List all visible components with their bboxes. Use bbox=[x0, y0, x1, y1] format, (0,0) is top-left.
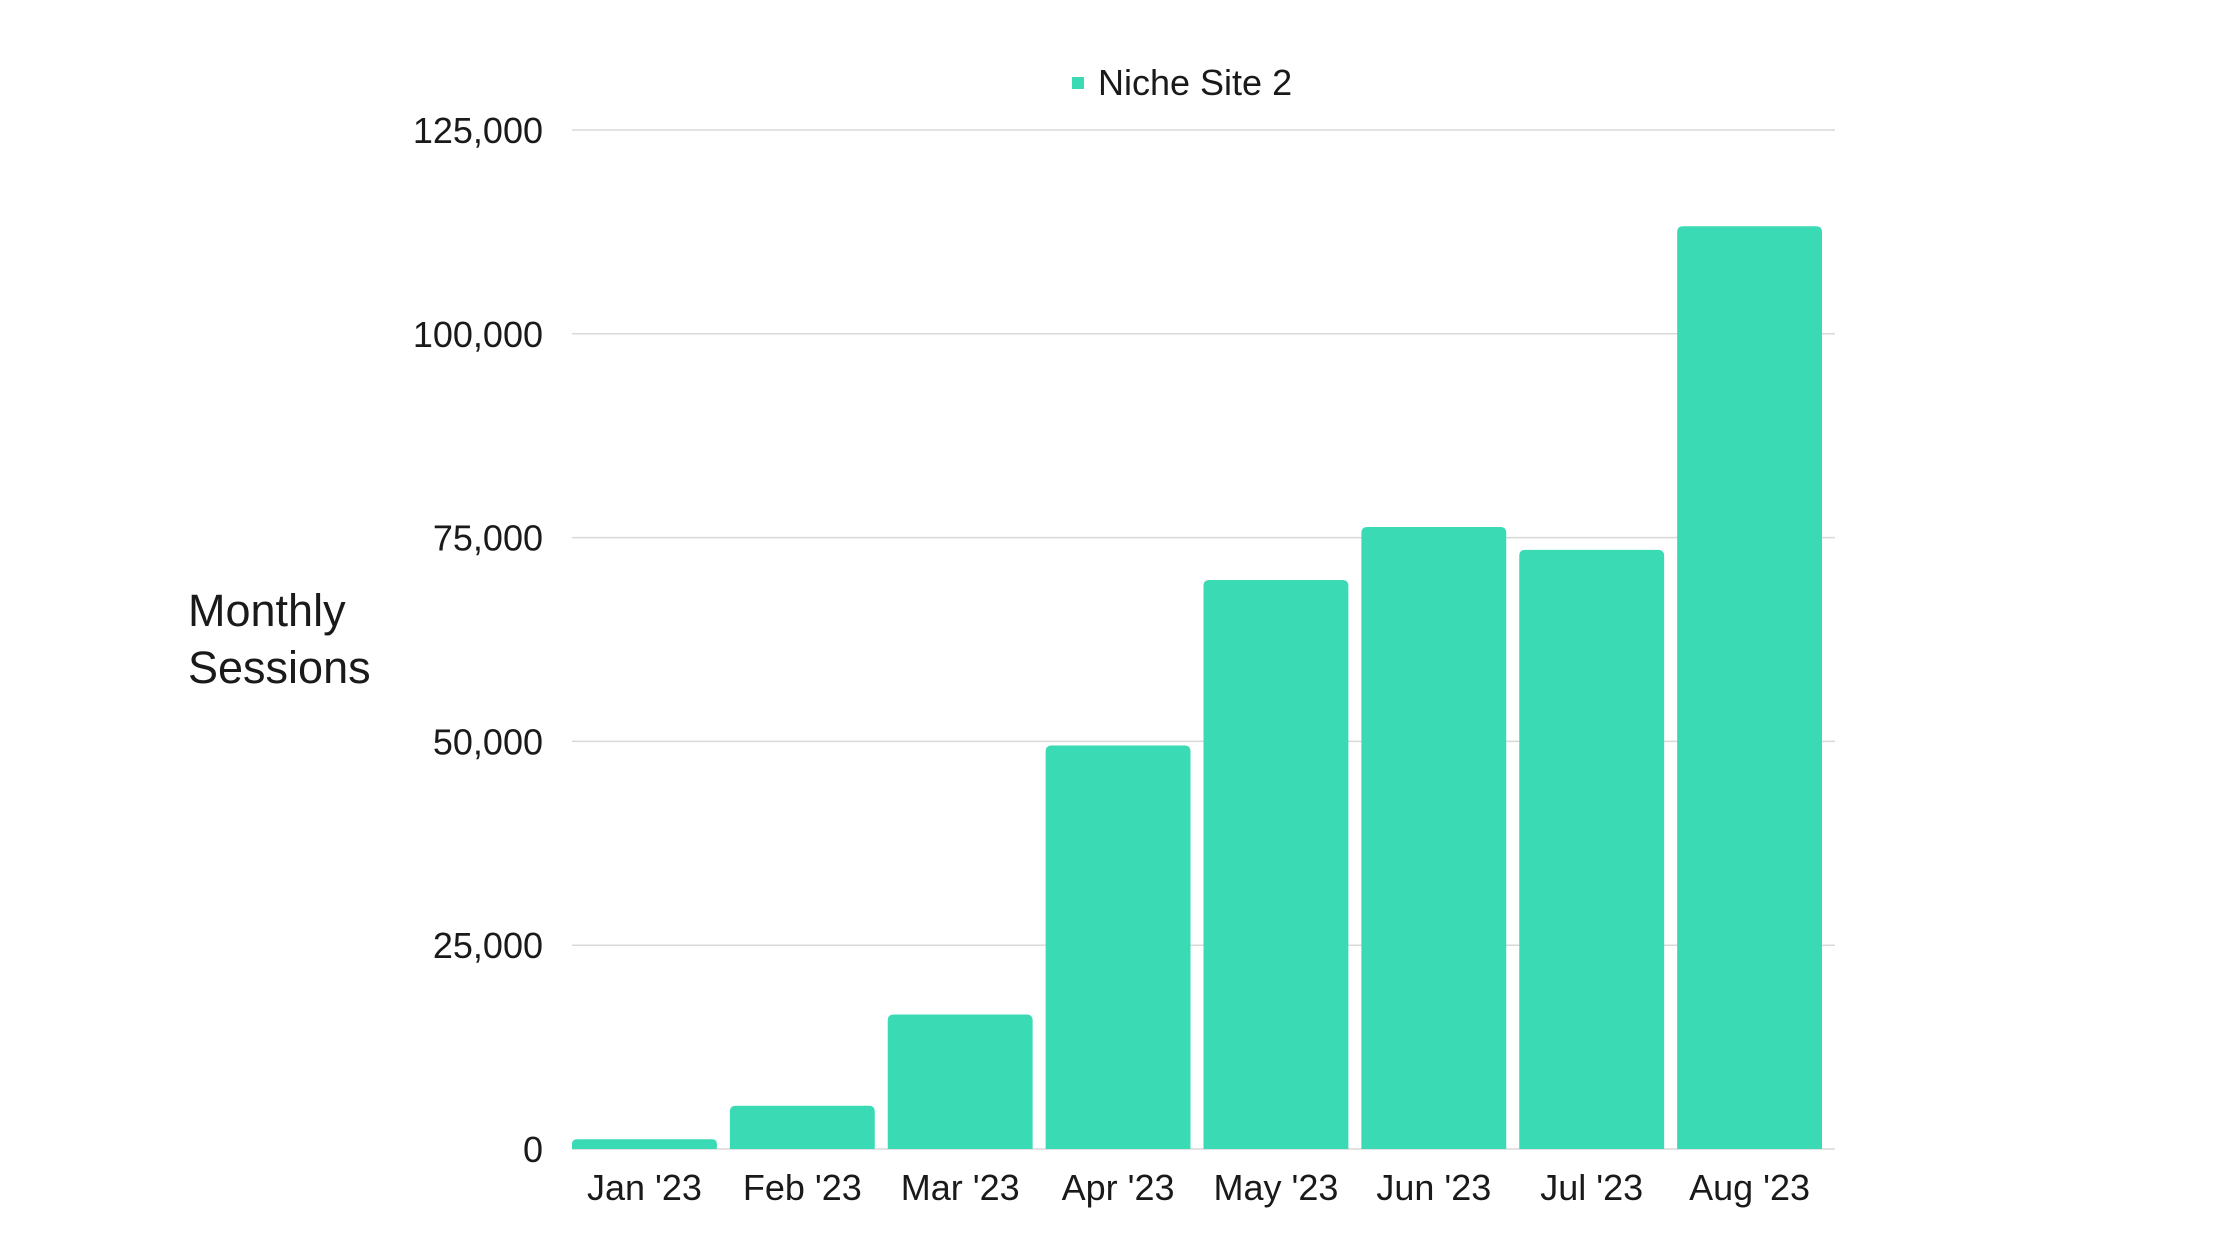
x-axis-ticks: Jan '23 Feb '23 Mar '23 Apr '23 May '23 Jun '… bbox=[587, 1167, 1810, 1208]
y-axis-ticks: 0 25,000 50,000 75,000 100,000 125,000 bbox=[413, 110, 543, 1170]
y-tick-label: 125,000 bbox=[413, 110, 543, 151]
bar bbox=[1519, 549, 1665, 1149]
y-axis-label-line-2: Sessions bbox=[188, 642, 371, 693]
x-tick-label: May '23 bbox=[1213, 1167, 1338, 1208]
y-tick-label: 25,000 bbox=[433, 925, 543, 966]
bar bbox=[1361, 527, 1507, 1149]
x-tick-label: Feb '23 bbox=[743, 1167, 862, 1208]
legend: Niche Site 2 bbox=[1072, 62, 1292, 104]
legend-swatch bbox=[1072, 77, 1084, 89]
bar bbox=[1203, 579, 1349, 1149]
y-axis-label: Monthly Sessions bbox=[188, 582, 371, 696]
x-tick-label: Jul '23 bbox=[1540, 1167, 1643, 1208]
legend-label: Niche Site 2 bbox=[1098, 62, 1293, 103]
y-tick-label: 100,000 bbox=[413, 314, 543, 355]
y-axis-label-line-1: Monthly bbox=[188, 585, 346, 636]
x-tick-label: Aug '23 bbox=[1689, 1167, 1810, 1208]
bar bbox=[887, 1014, 1033, 1149]
y-tick-label: 0 bbox=[523, 1129, 543, 1170]
y-tick-label: 75,000 bbox=[433, 518, 543, 559]
bar bbox=[572, 1139, 717, 1149]
x-tick-label: Jan '23 bbox=[587, 1167, 702, 1208]
bar bbox=[1045, 745, 1191, 1149]
bar bbox=[729, 1105, 875, 1149]
x-tick-label: Jun '23 bbox=[1376, 1167, 1491, 1208]
y-tick-label: 50,000 bbox=[433, 721, 543, 762]
bars bbox=[572, 226, 1822, 1149]
bar bbox=[1677, 226, 1822, 1149]
x-tick-label: Apr '23 bbox=[1062, 1167, 1175, 1208]
x-tick-label: Mar '23 bbox=[901, 1167, 1020, 1208]
